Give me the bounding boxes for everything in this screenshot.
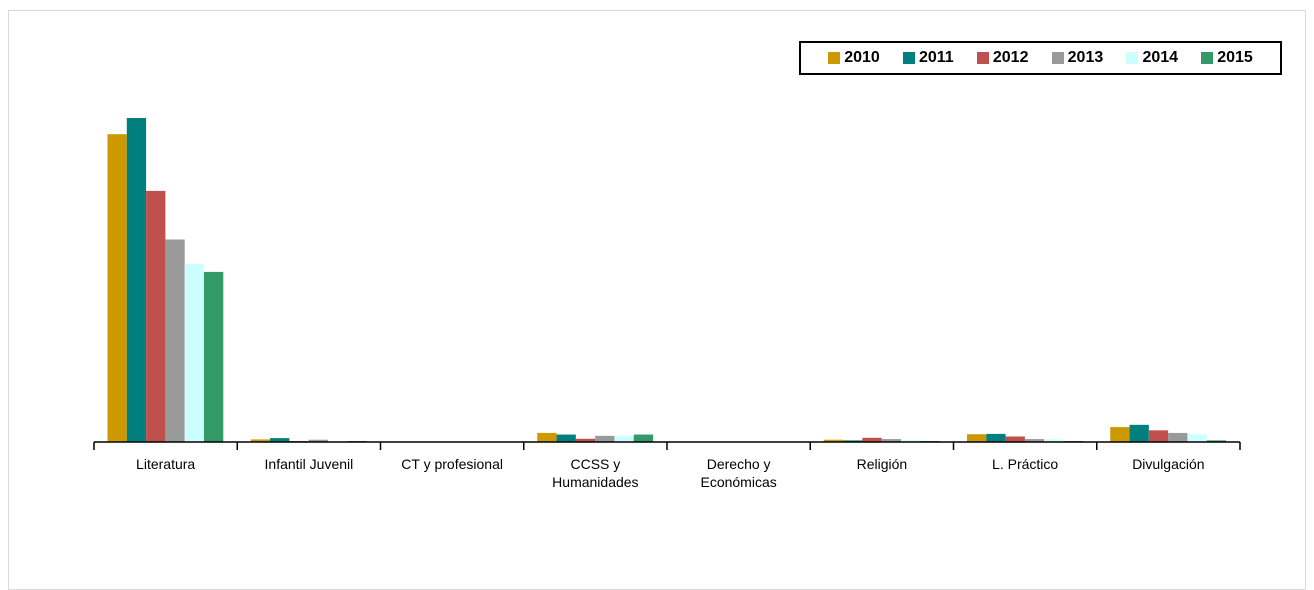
bar-2013-religion [881, 439, 901, 442]
bar-2015-literatura [204, 271, 224, 442]
bar-2010-divulgacion [1110, 427, 1130, 442]
bar-2010-l-practico [967, 434, 987, 442]
legend-entry-2010: 2010 [828, 49, 880, 67]
bar-2015-ccss-y-humanidades [633, 434, 654, 442]
legend: 2010 2011 2012 2013 2014 2015 [799, 41, 1282, 75]
x-tick-label-divulgacion: Divulgación [1132, 456, 1204, 472]
bar-2013-ccss-y-humanidades [595, 435, 615, 442]
bar-2013-divulgacion [1168, 432, 1188, 442]
legend-swatch-2011 [902, 52, 915, 64]
x-tick-label-religion: Religión [857, 456, 908, 472]
bar-2012-literatura [146, 190, 166, 442]
legend-entry-2015: 2015 [1201, 49, 1253, 67]
chart-frame [8, 10, 1306, 590]
legend-swatch-2013 [1051, 52, 1064, 64]
bar-2012-ccss-y-humanidades [575, 438, 596, 442]
bar-2010-literatura [107, 134, 127, 442]
bar-2011-infantil-juvenil [270, 438, 290, 442]
bar-2011-l-practico [986, 433, 1006, 442]
x-axis-ticks [93, 442, 1241, 450]
legend-label-2014: 2014 [1142, 49, 1179, 66]
legend-entry-2012: 2012 [976, 49, 1029, 67]
legend-entry-2011: 2011 [902, 49, 954, 67]
legend-label-2010: 2010 [844, 49, 880, 66]
legend-label-2013: 2013 [1067, 49, 1104, 66]
bar-2013-infantil-juvenil [308, 439, 328, 442]
x-tick-label-literatura: Literatura [136, 456, 195, 472]
bar-2013-literatura [165, 239, 185, 442]
bar-2010-religion [823, 439, 844, 442]
bar-2011-religion [843, 440, 863, 442]
legend-swatch-2015 [1201, 52, 1214, 64]
legend-label-2015: 2015 [1217, 49, 1253, 66]
bar-2014-religion [900, 440, 921, 442]
bar-2014-literatura [184, 263, 204, 442]
bar-2014-ccss-y-humanidades [614, 436, 634, 442]
bar-2011-ccss-y-humanidades [556, 434, 576, 442]
bar-2012-religion [862, 437, 882, 442]
x-tick-label-l-practico: L. Práctico [992, 456, 1058, 472]
legend-entry-2013: 2013 [1051, 49, 1104, 67]
x-tick-label-derecho-y-economicas: Derecho y Económicas [700, 456, 776, 490]
legend-label-2012: 2012 [992, 49, 1029, 66]
bar-2014-l-practico [1044, 439, 1064, 442]
legend-swatch-2010 [828, 52, 841, 64]
bar-chart: Literatura Infantil Juvenil CT y profesion… [93, 118, 1241, 490]
x-tick-label-ccss-y-humanidades: CCSS y Humanidades [552, 456, 638, 490]
legend-entry-2014: 2014 [1126, 49, 1178, 67]
legend-label-2011: 2011 [918, 49, 954, 66]
bar-2011-literatura [126, 118, 147, 442]
legend-swatch-2014 [1126, 52, 1139, 64]
bar-2013-l-practico [1024, 439, 1045, 442]
bar-2010-ccss-y-humanidades [537, 432, 557, 442]
x-axis-labels: Literatura Infantil Juvenil CT y profesion… [136, 456, 1205, 490]
x-tick-label-infantil-juvenil: Infantil Juvenil [265, 456, 354, 472]
bar-2011-divulgacion [1129, 424, 1149, 442]
bar-2012-l-practico [1005, 436, 1025, 442]
bars-group [107, 118, 1227, 442]
bar-2015-divulgacion [1206, 440, 1227, 442]
legend-swatch-2012 [976, 52, 989, 64]
bar-2012-divulgacion [1148, 430, 1169, 442]
x-tick-label-ct-y-profesional: CT y profesional [401, 456, 503, 472]
bar-2010-infantil-juvenil [250, 439, 271, 442]
bar-2014-divulgacion [1187, 434, 1207, 442]
